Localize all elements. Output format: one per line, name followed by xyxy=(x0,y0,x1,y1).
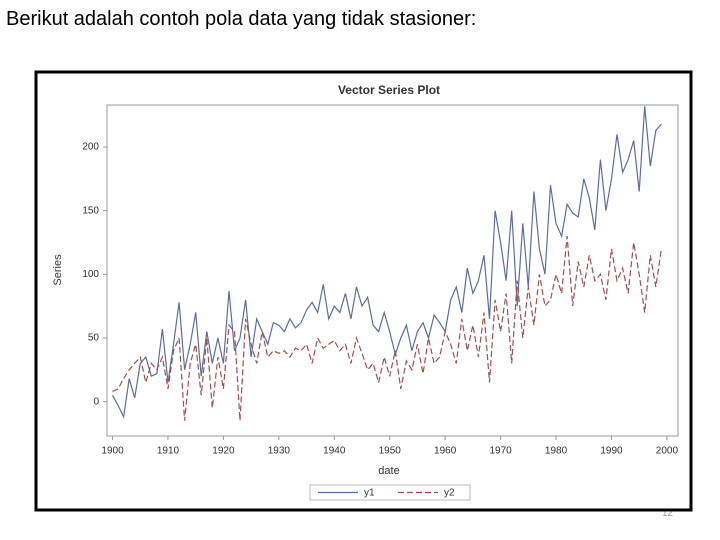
legend-label: y2 xyxy=(444,488,455,499)
y-axis-label: Series xyxy=(52,254,64,286)
x-tick-label: 1920 xyxy=(212,446,235,457)
x-tick-label: 1950 xyxy=(379,446,402,457)
series-line xyxy=(111,106,662,419)
y-tick-label: 200 xyxy=(82,142,99,153)
y-tick-label: 50 xyxy=(88,333,100,344)
series-line xyxy=(112,236,662,421)
x-tick-label: 1960 xyxy=(434,446,457,457)
x-tick-label: 1980 xyxy=(545,446,568,457)
plot-frame xyxy=(106,104,679,437)
chart-title: Vector Series Plot xyxy=(338,83,440,97)
y-tick-label: 0 xyxy=(93,396,99,407)
x-tick-label: 1930 xyxy=(268,446,291,457)
x-tick-label: 1970 xyxy=(489,446,512,457)
x-tick-label: 1940 xyxy=(323,446,346,457)
y-tick-label: 150 xyxy=(82,205,99,216)
page-number: 12 xyxy=(662,508,674,519)
x-tick-label: 2000 xyxy=(656,446,679,457)
legend-frame xyxy=(309,484,471,501)
chart-frame xyxy=(34,70,693,512)
x-tick-label: 1900 xyxy=(101,446,124,457)
slide-heading: Berikut adalah contoh pola data yang tid… xyxy=(6,8,477,30)
x-tick-label: 1910 xyxy=(157,446,180,457)
y-tick-label: 100 xyxy=(82,269,99,280)
x-axis-label: date xyxy=(378,465,399,477)
legend-label: y1 xyxy=(364,488,375,499)
x-tick-label: 1990 xyxy=(600,446,623,457)
